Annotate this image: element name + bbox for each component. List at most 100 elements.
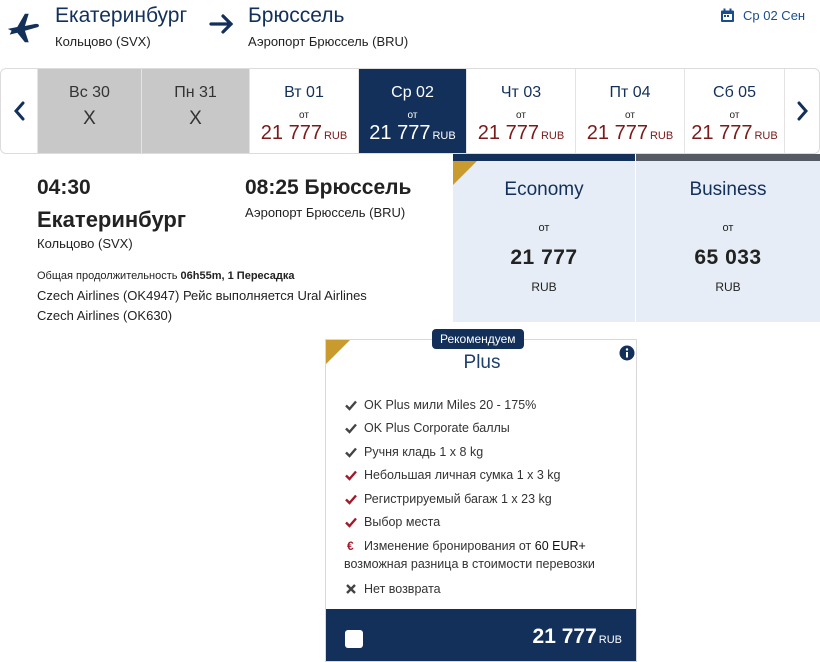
day-price: 21 777 RUB [576, 122, 684, 147]
unavailable-mark: X [83, 108, 96, 129]
price-currency: RUB [540, 130, 565, 142]
day-name: Вт 01 [284, 84, 324, 101]
fare-economy[interactable]: Economy от 21 777 RUB [453, 154, 635, 322]
day-name: Чт 03 [500, 84, 542, 101]
price-currency: RUB [432, 130, 456, 142]
price-currency: RUB [323, 130, 348, 142]
check-icon [345, 494, 357, 505]
day-name: Сб 05 [713, 84, 756, 101]
day-mon-31: Пн 31 X [141, 69, 249, 153]
feature-item: Нет возврата [344, 581, 634, 597]
selected-corner-marker [453, 161, 477, 185]
check-icon [345, 447, 357, 458]
check-icon [345, 517, 357, 528]
duration-label: Общая продолжительность [37, 270, 178, 282]
fare-currency: RUB [531, 280, 557, 294]
tariff-price-currency: RUB [598, 634, 622, 646]
departure-airport: Кольцово (SVX) [37, 236, 133, 251]
price-from-label: от [625, 110, 635, 121]
price-from-label: от [729, 110, 740, 121]
date-strip: Вс 30 X Пн 31 X Вт 01 от 21 777 RUB Ср 02… [0, 68, 820, 154]
tariff-price: 21 777 RUB [533, 625, 622, 649]
feature-text: Небольшая личная сумка 1 x 3 kg [364, 468, 561, 483]
feature-item: Ручня кладь 1 x 8 kg [344, 444, 634, 460]
day-wed-02[interactable]: Ср 02 от 21 777 RUB [358, 69, 466, 153]
feature-text-a: Изменение бронирования от [364, 539, 532, 554]
day-tue-01[interactable]: Вт 01 от 21 777 RUB [249, 69, 358, 153]
euro-icon: € [347, 539, 354, 554]
origin-airport: Кольцово (SVX) [55, 34, 151, 49]
origin-city: Екатеринбург [55, 4, 188, 27]
unavailable-mark: X [189, 108, 202, 129]
chevron-left-icon [14, 101, 25, 121]
feature-text: Нет возврата [364, 581, 441, 596]
price-from-label: от [516, 110, 526, 121]
chevron-right-icon [797, 101, 808, 121]
price-from-label: от [299, 110, 309, 121]
fare-name: Economy [504, 179, 584, 200]
day-name: Пт 04 [609, 84, 651, 101]
arrow-right-icon [209, 14, 234, 34]
day-thu-03[interactable]: Чт 03 от 21 777 RUB [466, 69, 575, 153]
destination-airport: Аэропорт Брюссель (BRU) [248, 34, 409, 49]
price-currency: RUB [754, 130, 778, 142]
feature-text: Ручня кладь 1 x 8 kg [364, 444, 484, 459]
day-sun-30: Вс 30 X [37, 69, 141, 153]
destination-block: Брюссель Аэропорт Брюссель (BRU) [248, 4, 408, 49]
feature-text-b: 60 EUR+ [534, 539, 586, 554]
info-icon[interactable] [619, 345, 635, 361]
tariff-features: OK Plus мили Miles 20 - 175% OK Plus Cor… [344, 397, 634, 604]
tariff-title: Plus [463, 352, 501, 373]
plus-tariff-card: Plus OK Plus мили Miles 20 - 175% OK Plu… [325, 339, 637, 662]
feature-item: OK Plus мили Miles 20 - 175% [344, 397, 634, 413]
select-tariff-checkbox[interactable] [345, 630, 363, 648]
price-amount: 21 777 [477, 122, 539, 144]
price-amount: 21 777 [260, 122, 322, 144]
fare-name: Business [689, 179, 767, 200]
prev-dates-button[interactable] [1, 69, 37, 153]
feature-text: OK Plus мили Miles 20 - 175% [364, 398, 537, 412]
day-price: 21 777 RUB [685, 122, 784, 147]
feature-item: Регистрируемый багаж 1 x 23 kg [344, 491, 634, 507]
feature-text: OK Plus Corporate баллы [364, 421, 510, 436]
feature-text: Выбор места [364, 514, 441, 529]
plane-icon [7, 13, 39, 43]
duration-value: 06h55m, 1 Пересадка [180, 270, 295, 282]
departure-time: 04:30 [37, 176, 91, 199]
fare-from-label: от [538, 222, 550, 234]
check-icon [345, 424, 357, 435]
x-icon [346, 583, 356, 594]
fare-business[interactable]: Business от 65 033 RUB [636, 154, 820, 322]
next-dates-button[interactable] [784, 69, 820, 153]
arrival-time-city: 08:25 Брюссель [245, 176, 412, 199]
date-selector[interactable]: Ср 02 Сен [720, 8, 805, 23]
flight-leg-1: Czech Airlines (OK4947) Рейс выполняется… [37, 288, 367, 303]
tariff-corner-marker [326, 340, 350, 364]
day-price: 21 777 RUB [467, 122, 575, 147]
flight-details: 04:30 Екатеринбург Кольцово (SVX) 08:25 … [8, 154, 453, 326]
price-currency: RUB [649, 130, 674, 142]
fare-amount: 21 777 [510, 246, 578, 269]
feature-item: OK Plus Corporate баллы [344, 420, 634, 436]
tariff-price-amount: 21 777 [532, 625, 597, 648]
day-price: 21 777 RUB [250, 122, 358, 147]
feature-text: Регистрируемый багаж 1 x 23 kg [364, 491, 552, 506]
fare-currency: RUB [715, 280, 741, 294]
total-duration: Общая продолжительность 06h55m, 1 Переса… [37, 270, 295, 282]
day-name: Ср 02 [391, 84, 434, 101]
day-price: 21 777 RUB [359, 122, 466, 147]
feature-item: Выбор места [344, 514, 634, 530]
date-label: Ср 02 Сен [743, 8, 806, 23]
day-sat-05[interactable]: Сб 05 от 21 777 RUB [684, 69, 784, 153]
origin-block: Екатеринбург Кольцово (SVX) [55, 4, 187, 49]
price-amount: 21 777 [369, 122, 431, 144]
day-fri-04[interactable]: Пт 04 от 21 777 RUB [575, 69, 684, 153]
price-from-label: от [407, 110, 418, 121]
check-icon [345, 470, 357, 481]
calendar-icon [721, 8, 734, 22]
fare-from-label: от [722, 222, 734, 234]
fare-amount: 65 033 [694, 246, 762, 269]
feature-item: Небольшая личная сумка 1 x 3 kg [344, 467, 634, 483]
departure-city: Екатеринбург [37, 207, 187, 232]
price-amount: 21 777 [586, 122, 648, 144]
